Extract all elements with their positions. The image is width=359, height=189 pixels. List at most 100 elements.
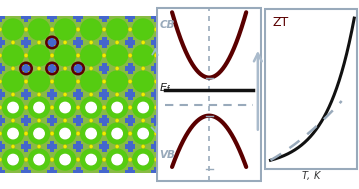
Bar: [76, 37, 80, 48]
Circle shape: [50, 53, 54, 57]
Circle shape: [50, 158, 54, 162]
Circle shape: [133, 45, 154, 66]
Circle shape: [8, 128, 18, 139]
Circle shape: [29, 19, 50, 40]
Circle shape: [0, 158, 2, 162]
Circle shape: [24, 53, 28, 57]
Bar: [21, 92, 31, 97]
Bar: [151, 14, 162, 19]
Circle shape: [24, 132, 28, 136]
Circle shape: [0, 27, 2, 31]
Circle shape: [115, 93, 119, 96]
Circle shape: [81, 123, 102, 144]
Circle shape: [89, 40, 93, 44]
Circle shape: [8, 102, 18, 113]
Circle shape: [55, 149, 75, 170]
Circle shape: [141, 119, 145, 122]
Bar: [76, 141, 80, 152]
Bar: [151, 92, 162, 97]
Bar: [151, 40, 162, 45]
Bar: [128, 11, 132, 22]
Bar: [24, 89, 28, 100]
Circle shape: [50, 106, 54, 109]
Bar: [0, 40, 5, 45]
Circle shape: [76, 53, 80, 57]
Bar: [102, 11, 107, 22]
Circle shape: [128, 27, 132, 31]
Circle shape: [11, 93, 15, 96]
Circle shape: [29, 149, 50, 170]
Bar: [154, 37, 159, 48]
Circle shape: [102, 106, 106, 109]
Circle shape: [50, 80, 54, 83]
Circle shape: [128, 132, 132, 136]
Bar: [102, 37, 107, 48]
Circle shape: [0, 132, 2, 136]
Circle shape: [55, 45, 75, 66]
Circle shape: [128, 106, 132, 109]
Circle shape: [107, 123, 127, 144]
Bar: [73, 66, 83, 71]
Bar: [50, 37, 55, 48]
Bar: [73, 170, 83, 175]
Bar: [24, 167, 28, 178]
Bar: [47, 170, 57, 175]
Circle shape: [29, 45, 50, 66]
Bar: [99, 14, 109, 19]
Bar: [24, 115, 28, 126]
Bar: [73, 92, 83, 97]
Bar: [154, 63, 159, 74]
Circle shape: [29, 71, 50, 92]
Circle shape: [154, 80, 158, 83]
Circle shape: [128, 132, 132, 136]
Circle shape: [76, 106, 80, 109]
Circle shape: [63, 40, 67, 44]
Bar: [125, 170, 135, 175]
Circle shape: [60, 154, 70, 165]
Bar: [24, 11, 28, 22]
Circle shape: [0, 53, 2, 57]
Circle shape: [89, 119, 93, 122]
Circle shape: [63, 119, 67, 122]
Circle shape: [107, 19, 127, 40]
Bar: [24, 37, 28, 48]
Circle shape: [154, 27, 158, 31]
Bar: [24, 141, 28, 152]
Circle shape: [55, 123, 75, 144]
Circle shape: [115, 119, 119, 122]
Bar: [47, 92, 57, 97]
Bar: [21, 14, 31, 19]
Circle shape: [86, 102, 96, 113]
Bar: [0, 63, 3, 74]
Circle shape: [24, 158, 28, 162]
Circle shape: [24, 27, 28, 31]
Bar: [0, 170, 5, 175]
Bar: [76, 115, 80, 126]
Circle shape: [81, 19, 102, 40]
Bar: [128, 141, 132, 152]
Circle shape: [102, 106, 106, 109]
Bar: [128, 115, 132, 126]
Circle shape: [133, 71, 154, 92]
Circle shape: [37, 119, 41, 122]
Circle shape: [102, 80, 106, 83]
Bar: [0, 11, 3, 22]
Circle shape: [63, 67, 67, 70]
Circle shape: [76, 80, 80, 83]
Circle shape: [76, 132, 80, 136]
Circle shape: [154, 53, 158, 57]
Circle shape: [3, 149, 23, 170]
Circle shape: [50, 132, 54, 136]
Circle shape: [76, 158, 80, 162]
Bar: [154, 141, 159, 152]
Circle shape: [63, 93, 67, 96]
Circle shape: [50, 158, 54, 162]
Circle shape: [11, 119, 15, 122]
Circle shape: [55, 97, 75, 118]
Circle shape: [133, 97, 154, 118]
Bar: [154, 11, 159, 22]
Bar: [102, 63, 107, 74]
Bar: [0, 37, 3, 48]
Circle shape: [102, 53, 106, 57]
Circle shape: [107, 71, 127, 92]
